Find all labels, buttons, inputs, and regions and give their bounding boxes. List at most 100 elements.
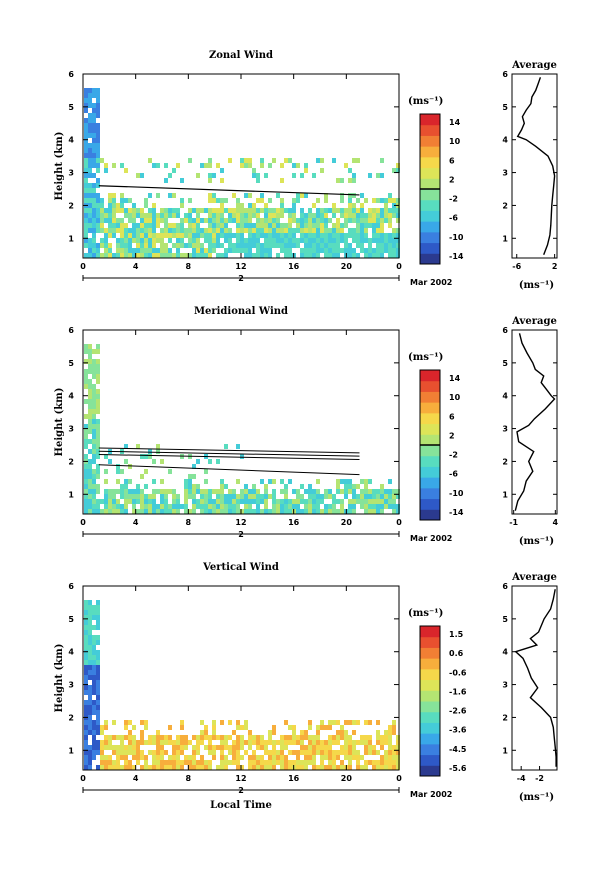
heatmap-cell bbox=[120, 509, 124, 514]
heatmap-cell bbox=[164, 760, 168, 765]
heatmap-cell bbox=[200, 740, 204, 745]
heatmap-cell bbox=[248, 765, 252, 770]
heatmap-cell bbox=[272, 158, 276, 163]
heatmap-cell bbox=[280, 735, 284, 740]
heatmap-cell bbox=[180, 233, 184, 238]
heatmap-cell bbox=[148, 243, 152, 248]
heatmap-cell bbox=[212, 755, 216, 760]
heatmap-cell bbox=[216, 223, 220, 228]
y-tick-label: 4 bbox=[68, 648, 74, 657]
heatmap-cell bbox=[92, 143, 96, 148]
heatmap-cell bbox=[92, 700, 96, 705]
heatmap-cell bbox=[288, 208, 292, 213]
heatmap-cell bbox=[124, 760, 128, 765]
heatmap-cell bbox=[84, 128, 88, 133]
heatmap-cell bbox=[232, 750, 236, 755]
heatmap-cell bbox=[292, 735, 296, 740]
heatmap-cell bbox=[332, 243, 336, 248]
heatmap-cell bbox=[216, 163, 220, 168]
heatmap-cell bbox=[100, 730, 104, 735]
heatmap-cell bbox=[280, 489, 284, 494]
heatmap-cell bbox=[136, 213, 140, 218]
heatmap-cell bbox=[272, 765, 276, 770]
heatmap-cell bbox=[184, 494, 188, 499]
heatmap-cell bbox=[312, 504, 316, 509]
heatmap-cell bbox=[240, 233, 244, 238]
heatmap-cell bbox=[144, 484, 148, 489]
heatmap-cell bbox=[148, 750, 152, 755]
heatmap-cell bbox=[260, 765, 264, 770]
heatmap-cell bbox=[176, 494, 180, 499]
heatmap-cell bbox=[236, 735, 240, 740]
heatmap-cell bbox=[196, 745, 200, 750]
heatmap-cell bbox=[172, 233, 176, 238]
heatmap-cell bbox=[384, 755, 388, 760]
heatmap-cell bbox=[328, 489, 332, 494]
heatmap-cell bbox=[116, 248, 120, 253]
heatmap-cell bbox=[88, 685, 92, 690]
heatmap-cell bbox=[132, 740, 136, 745]
heatmap-cell bbox=[272, 208, 276, 213]
heatmap-cell bbox=[396, 750, 400, 755]
colorbar-tick-label: 10 bbox=[449, 393, 461, 402]
heatmap-cell bbox=[384, 208, 388, 213]
heatmap-cell bbox=[388, 494, 392, 499]
colorbar-tick-label: 10 bbox=[449, 137, 461, 146]
heatmap-cell bbox=[236, 218, 240, 223]
heatmap-cell bbox=[88, 238, 92, 243]
heatmap-cell bbox=[324, 193, 328, 198]
heatmap-cell bbox=[380, 765, 384, 770]
heatmap-cell bbox=[84, 720, 88, 725]
heatmap-cell bbox=[340, 499, 344, 504]
heatmap-cell bbox=[124, 198, 128, 203]
heatmap-cell bbox=[376, 499, 380, 504]
heatmap-cell bbox=[396, 509, 400, 514]
heatmap-cell bbox=[104, 208, 108, 213]
heatmap-cell bbox=[144, 228, 148, 233]
heatmap-cell bbox=[88, 93, 92, 98]
heatmap-cell bbox=[368, 735, 372, 740]
heatmap-cell bbox=[352, 218, 356, 223]
heatmap-cell bbox=[284, 158, 288, 163]
heatmap-cell bbox=[100, 499, 104, 504]
heatmap-cell bbox=[256, 173, 260, 178]
heatmap-cell bbox=[356, 158, 360, 163]
heatmap-cells bbox=[84, 88, 400, 258]
heatmap-cell bbox=[180, 765, 184, 770]
heatmap-cell bbox=[356, 238, 360, 243]
colorbar-segment bbox=[420, 466, 440, 478]
heatmap-cell bbox=[196, 459, 200, 464]
heatmap-cell bbox=[304, 499, 308, 504]
heatmap-cell bbox=[188, 740, 192, 745]
heatmap-cell bbox=[108, 745, 112, 750]
heatmap-cell bbox=[124, 248, 128, 253]
heatmap-cell bbox=[224, 499, 228, 504]
heatmap-cell bbox=[388, 243, 392, 248]
heatmap-cell bbox=[168, 765, 172, 770]
heatmap-cell bbox=[344, 735, 348, 740]
heatmap-cell bbox=[208, 750, 212, 755]
heatmap-cell bbox=[128, 745, 132, 750]
heatmap-cell bbox=[160, 253, 164, 258]
heatmap-cell bbox=[264, 218, 268, 223]
heatmap-cell bbox=[256, 765, 260, 770]
heatmap-cell bbox=[184, 218, 188, 223]
heatmap-cell bbox=[252, 238, 256, 243]
heatmap-cell bbox=[152, 238, 156, 243]
heatmap-cell bbox=[148, 218, 152, 223]
heatmap-cell bbox=[88, 640, 92, 645]
heatmap-cell bbox=[92, 173, 96, 178]
heatmap-cell bbox=[152, 213, 156, 218]
heatmap-cell bbox=[364, 213, 368, 218]
heatmap-cell bbox=[280, 755, 284, 760]
heatmap-cell bbox=[96, 359, 100, 364]
x-tick-label: 8 bbox=[186, 262, 192, 271]
heatmap-cell bbox=[84, 620, 88, 625]
heatmap-cell bbox=[252, 755, 256, 760]
heatmap-cell bbox=[212, 193, 216, 198]
heatmap-cell bbox=[236, 509, 240, 514]
heatmap-cell bbox=[96, 444, 100, 449]
heatmap-cell bbox=[84, 359, 88, 364]
heatmap-cell bbox=[316, 504, 320, 509]
heatmap-cell bbox=[260, 253, 264, 258]
